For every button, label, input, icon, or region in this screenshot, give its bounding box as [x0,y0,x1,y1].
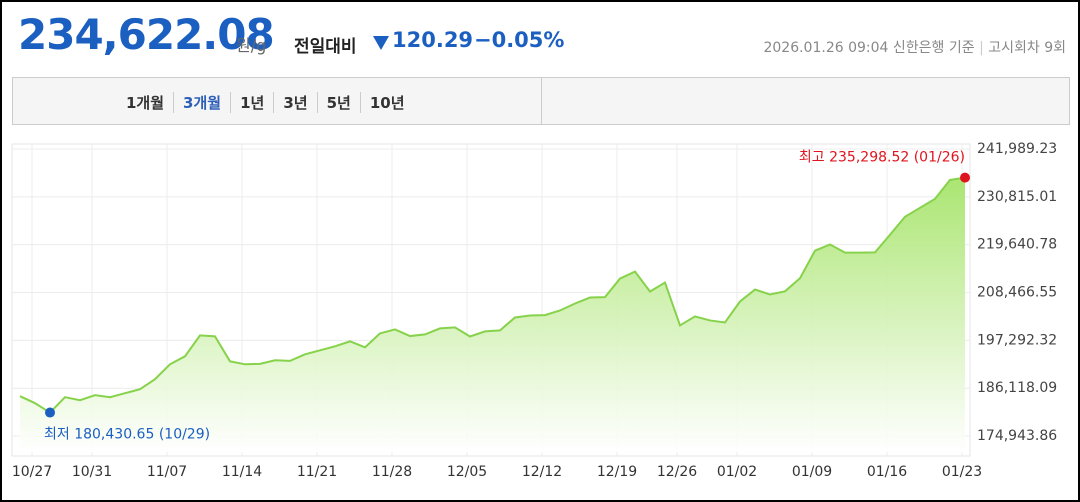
tab-list: 1개월 3개월 1년 3년 5년 10년 [117,92,414,113]
y-tick-label: 230,815.01 [977,189,1057,205]
down-icon [373,36,389,50]
min-point [45,407,55,418]
area [20,177,965,453]
x-tick-label: 11/14 [222,464,262,480]
y-tick-label: 219,640.78 [977,237,1057,253]
round: 고시회차 9회 [988,40,1066,56]
change-pct: −0.05% [474,28,565,52]
x-tick-label: 01/09 [792,464,832,480]
x-tick-label: 12/26 [657,464,697,480]
x-tick-label: 11/28 [372,464,412,480]
y-tick-label: 197,292.32 [977,332,1057,348]
max-label: 최고 235,298.52 (01/26) [799,150,965,166]
min-label: 최저 180,430.65 (10/29) [44,427,210,443]
x-tick-label: 12/05 [447,464,487,480]
x-tick-label: 12/12 [522,464,562,480]
tab[interactable]: 1년 [230,92,273,113]
x-tick-label: 01/16 [867,464,907,480]
x-tick-label: 10/31 [72,464,112,480]
y-tick-label: 174,943.86 [977,428,1057,444]
y-tick-label: 241,989.23 [977,141,1057,157]
tab[interactable]: 5년 [316,92,360,113]
max-point [960,172,970,183]
change-label: 전일대비 [294,37,357,57]
meta: 2026.01.26 09:04 신한은행 기준 | 고시회차 9회 [763,40,1066,56]
x-tick-label: 11/07 [147,464,187,480]
y-tick-label: 208,466.55 [977,285,1057,301]
timestamp: 2026.01.26 09:04 신한은행 기준 [763,40,975,56]
x-tick-label: 11/21 [297,464,337,480]
tab-bar: 1개월 3개월 1년 3년 5년 10년 [12,77,1070,125]
change: 120.29 [392,28,474,52]
tab[interactable]: 3개월 [173,92,230,113]
tab[interactable]: 1개월 [126,94,165,112]
x-tick-label: 01/02 [717,464,757,480]
plot-frame [11,143,971,457]
tab[interactable]: 3년 [273,92,316,113]
line [19,176,966,414]
tab[interactable]: 10년 [359,92,414,113]
x-tick-label: 12/19 [597,464,637,480]
x-tick-label: 01/23 [942,464,982,480]
unit: 원/g [236,36,267,55]
price: 234,622.08 [18,10,275,59]
x-tick-label: 10/27 [12,464,52,480]
y-tick-label: 186,118.09 [977,380,1057,396]
